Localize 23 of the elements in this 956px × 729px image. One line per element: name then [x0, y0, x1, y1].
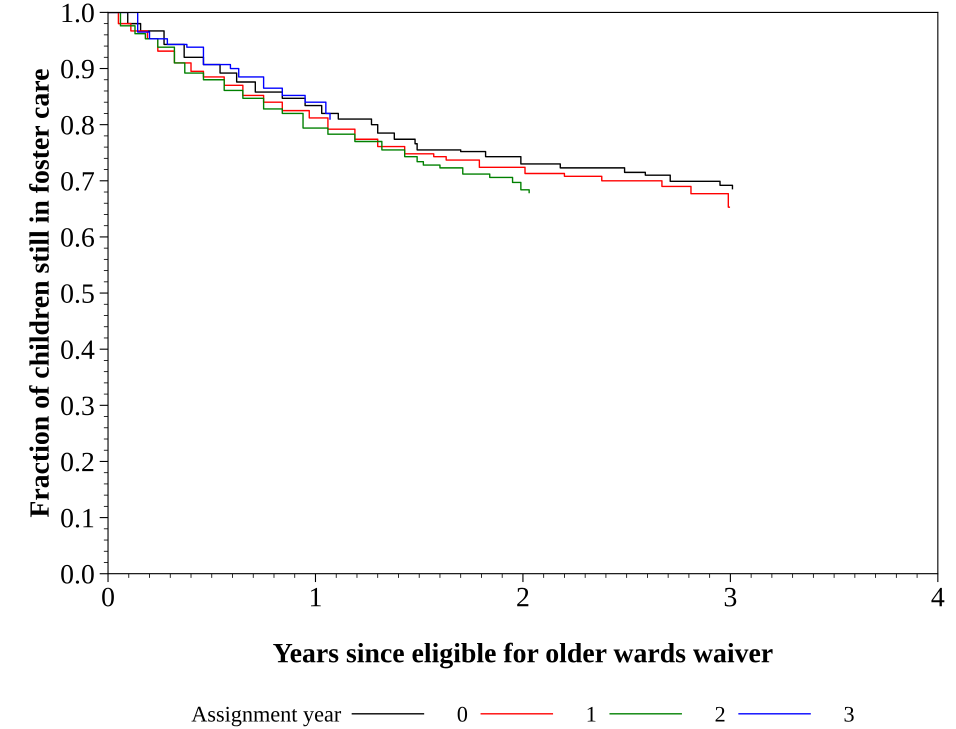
legend-label: 1	[588, 706, 596, 722]
y-tick-label: 1.0	[62, 4, 94, 22]
y-tick-label: 0.5	[61, 284, 94, 304]
y-tick-label: 0.9	[61, 60, 94, 79]
y-axis-title: Fraction of children still in foster care	[29, 69, 49, 518]
legend-label: 3	[844, 706, 854, 722]
y-tick-label: 0.4	[61, 340, 94, 360]
legend-label: 2	[716, 706, 724, 722]
x-tick-label: 3	[724, 588, 736, 606]
legend-label: 0	[458, 706, 468, 722]
y-tick-label: 0.3	[61, 396, 94, 416]
y-tick-label: 0.8	[61, 116, 94, 135]
y-tick-label: 0.7	[61, 172, 94, 191]
y-tick-label: 0.0	[61, 564, 94, 584]
legend-title: Assignment year	[192, 706, 342, 726]
x-tick-label: 4	[931, 588, 944, 606]
x-tick-label: 0	[102, 588, 114, 606]
x-tick-label: 2	[517, 588, 528, 606]
y-tick-label: 0.1	[61, 508, 94, 528]
y-tick-label: 0.6	[61, 228, 94, 247]
y-tick-label: 0.2	[61, 452, 94, 472]
x-tick-label: 1	[310, 588, 321, 606]
x-axis-title: Years since eligible for older wards waiver	[273, 642, 773, 668]
